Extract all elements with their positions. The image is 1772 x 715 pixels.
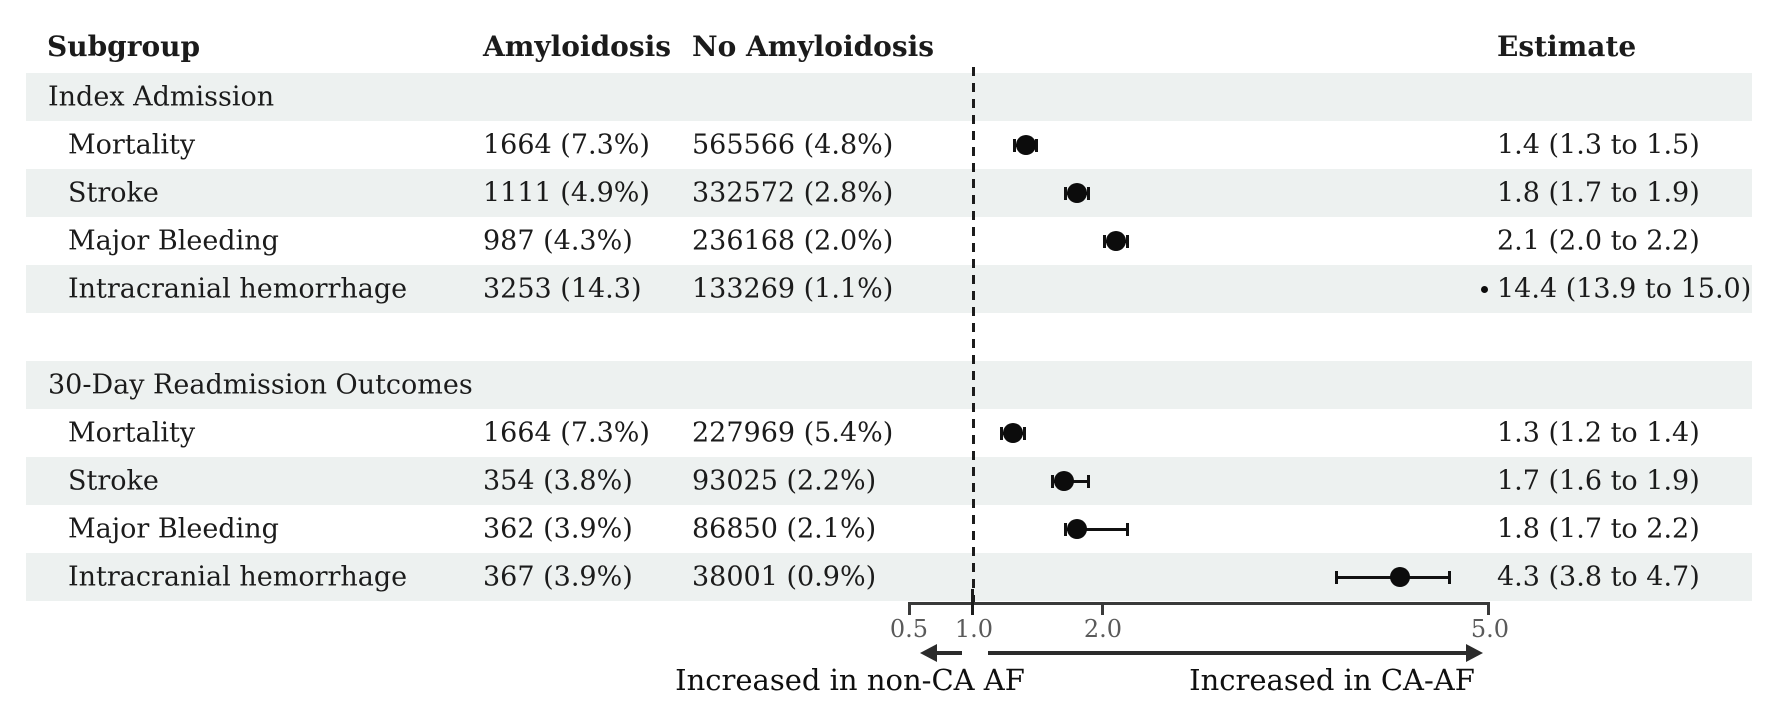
column-header-estimate: Estimate — [1497, 30, 1637, 63]
column-header-subgroup: Subgroup — [47, 30, 201, 63]
amyloidosis-value: 362 (3.9%) — [483, 513, 633, 545]
amyloidosis-value: 367 (3.9%) — [483, 561, 633, 593]
estimate-value: 1.7 (1.6 to 1.9) — [1497, 465, 1700, 497]
section-label: Index Admission — [48, 81, 275, 113]
subgroup-label: Major Bleeding — [68, 513, 279, 545]
subgroup-label: Stroke — [68, 465, 159, 497]
table-row-spacer — [26, 313, 1752, 361]
subgroup-label: Mortality — [68, 417, 196, 449]
no-amyloidosis-value: 86850 (2.1%) — [692, 513, 877, 545]
table-row: Intracranial hemorrhage 367 (3.9%) 38001… — [26, 553, 1752, 601]
arrow-left-icon — [920, 644, 937, 662]
estimate-value: 4.3 (3.8 to 4.7) — [1497, 561, 1700, 593]
subgroup-label: Intracranial hemorrhage — [68, 273, 408, 305]
amyloidosis-value: 1664 (7.3%) — [483, 417, 650, 449]
table-body: Index Admission Mortality 1664 (7.3%) 56… — [26, 73, 1752, 601]
section-label: 30-Day Readmission Outcomes — [48, 369, 473, 401]
table-row: Mortality 1664 (7.3%) 227969 (5.4%) 1.3 … — [26, 409, 1752, 457]
estimate-value: 1.3 (1.2 to 1.4) — [1497, 417, 1700, 449]
arrow-left-line — [936, 651, 962, 655]
no-amyloidosis-value: 93025 (2.2%) — [692, 465, 877, 497]
table-row: Intracranial hemorrhage 3253 (14.3) 1332… — [26, 265, 1752, 313]
x-axis-endcap-left — [908, 602, 911, 615]
table-row: Stroke 1111 (4.9%) 332572 (2.8%) 1.8 (1.… — [26, 169, 1752, 217]
x-axis-tick-label: 5.0 — [1470, 615, 1510, 643]
amyloidosis-value: 1111 (4.9%) — [483, 177, 650, 209]
estimate-value: 1.8 (1.7 to 2.2) — [1497, 513, 1700, 545]
x-axis-tick-2 — [1101, 602, 1104, 615]
table-row: Major Bleeding 987 (4.3%) 236168 (2.0%) … — [26, 217, 1752, 265]
table-row-section: Index Admission — [26, 73, 1752, 121]
column-header-no-amyloidosis: No Amyloidosis — [692, 30, 935, 63]
table-row-section: 30-Day Readmission Outcomes — [26, 361, 1752, 409]
estimate-value: 2.1 (2.0 to 2.2) — [1497, 225, 1700, 257]
subgroup-label: Major Bleeding — [68, 225, 279, 257]
table-row: Stroke 354 (3.8%) 93025 (2.2%) 1.7 (1.6 … — [26, 457, 1752, 505]
arrow-right-line — [988, 651, 1466, 655]
amyloidosis-value: 1664 (7.3%) — [483, 129, 650, 161]
subgroup-label: Mortality — [68, 129, 196, 161]
column-header-amyloidosis: Amyloidosis — [483, 30, 671, 63]
no-amyloidosis-value: 227969 (5.4%) — [692, 417, 894, 449]
no-amyloidosis-value: 236168 (2.0%) — [692, 225, 894, 257]
no-amyloidosis-value: 38001 (0.9%) — [692, 561, 877, 593]
estimate-value: 14.4 (13.9 to 15.0) — [1497, 273, 1752, 305]
x-axis-tick-label: 1.0 — [954, 615, 994, 643]
table-row: Major Bleeding 362 (3.9%) 86850 (2.1%) 1… — [26, 505, 1752, 553]
x-axis — [908, 602, 1490, 605]
amyloidosis-value: 3253 (14.3) — [483, 273, 642, 305]
subgroup-label: Stroke — [68, 177, 159, 209]
no-amyloidosis-value: 332572 (2.8%) — [692, 177, 894, 209]
amyloidosis-value: 987 (4.3%) — [483, 225, 633, 257]
x-axis-tick-label: 0.5 — [889, 615, 929, 643]
estimate-value: 1.8 (1.7 to 1.9) — [1497, 177, 1700, 209]
x-axis-endcap-right — [1487, 602, 1490, 615]
amyloidosis-value: 354 (3.8%) — [483, 465, 633, 497]
footer-label-non-ca-af: Increased in non-CA AF — [675, 663, 1025, 697]
no-amyloidosis-value: 565566 (4.8%) — [692, 129, 894, 161]
footer-label-ca-af: Increased in CA-AF — [1189, 663, 1475, 697]
x-axis-tick-1 — [971, 589, 974, 615]
no-amyloidosis-value: 133269 (1.1%) — [692, 273, 894, 305]
table-row: Mortality 1664 (7.3%) 565566 (4.8%) 1.4 … — [26, 121, 1752, 169]
reference-line — [972, 67, 975, 602]
arrow-right-icon — [1466, 644, 1483, 662]
x-axis-tick-label: 2.0 — [1083, 615, 1123, 643]
estimate-value: 1.4 (1.3 to 1.5) — [1497, 129, 1700, 161]
subgroup-label: Intracranial hemorrhage — [68, 561, 408, 593]
